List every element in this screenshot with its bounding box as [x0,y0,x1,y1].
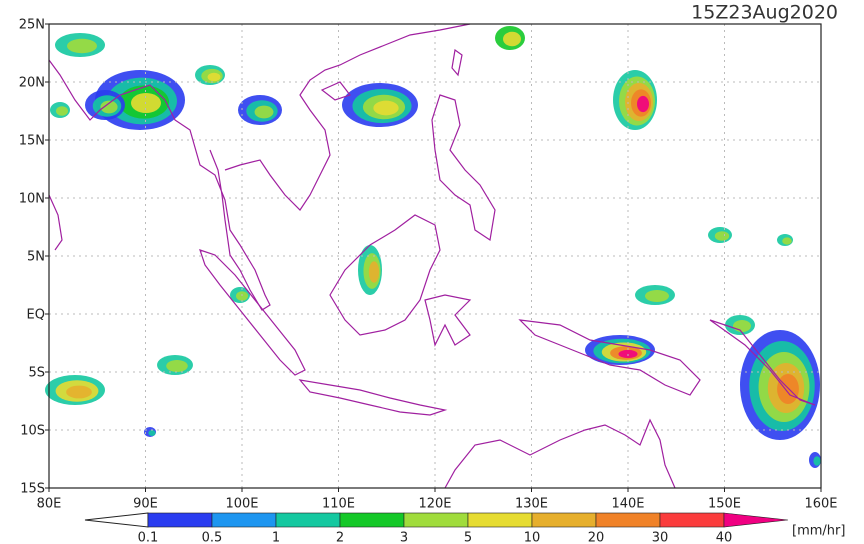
colorbar-box [211,512,277,528]
rain-area [637,95,649,113]
colorbar-box [467,512,533,528]
coastlines [48,23,816,489]
lat-label: 20N [19,76,45,91]
colorbar: 0.1 0.5 1 2 3 5 10 20 30 40 [mm/hr] [84,512,845,544]
coastline [329,214,441,336]
coastline [48,59,271,311]
colorbar-label: 40 [716,531,733,544]
rain-area [714,231,730,241]
lon-label: 90E [133,497,158,512]
rain-area [56,106,68,116]
colorbar-box [531,512,597,528]
colorbar-box [403,512,469,528]
lat-label: 5N [27,250,45,265]
colorbar-unit: [mm/hr] [792,524,845,539]
coastline [709,319,816,406]
rain-area [777,374,799,404]
coastline [224,23,471,211]
rain-area [645,290,669,302]
lon-label: 100E [225,497,258,512]
rain-area [100,100,118,114]
rain-area [813,456,821,466]
rain-area [67,38,97,54]
coastline [431,94,496,242]
rain-areas [45,26,821,468]
colorbar-label: 10 [524,531,541,544]
coastline [48,194,63,251]
lon-label: 110E [322,497,355,512]
colorbar-box [275,512,341,528]
lat-label: 5S [28,366,45,381]
colorbar-label: 20 [588,531,605,544]
colorbar-box [659,512,725,528]
lat-label: 25N [19,18,45,33]
rain-area [166,360,188,372]
lat-label: 15S [20,482,45,497]
lon-label: 140E [611,497,644,512]
lon-label: 80E [37,497,62,512]
coastline [518,319,701,396]
coastline [444,418,676,489]
lon-label: 120E [418,497,451,512]
colorbar-label: 1 [272,531,280,544]
lat-label: 10N [19,192,45,207]
colorbar-label: 2 [336,531,344,544]
coastline [298,379,448,416]
rain-area [782,237,792,245]
rain-area [207,72,221,82]
colorbar-label: 3 [400,531,408,544]
rain-area [66,385,92,399]
coastline [320,81,351,101]
rain-area [503,31,521,47]
rain-area [148,430,156,436]
colorbar-box [147,512,213,528]
rain-area [733,320,751,332]
map-title: 15Z23Aug2020 [691,2,838,24]
lon-label: 130E [515,497,548,512]
colorbar-label: 0.5 [202,531,223,544]
lat-label: 15N [19,134,45,149]
colorbar-label: 0.1 [138,531,159,544]
colorbar-label: 30 [652,531,669,544]
colorbar-box [339,512,405,528]
coastline [424,294,472,347]
lon-label: 160E [804,497,837,512]
lon-label: 150E [708,497,741,512]
colorbar-high-triangle [723,512,789,528]
rain-area [368,261,380,283]
coastline [451,48,463,77]
colorbar-box [595,512,661,528]
rain-area [373,100,399,116]
colorbar-label: 5 [464,531,472,544]
lat-label: 10S [20,424,45,439]
colorbar-low-triangle [84,512,149,528]
coastline [199,249,306,376]
axis-labels: 80E 90E 100E 110E 120E 130E 140E 150E 160E 25N 20N… [19,18,838,512]
rain-area [254,105,274,119]
lat-label: EQ [27,308,45,323]
